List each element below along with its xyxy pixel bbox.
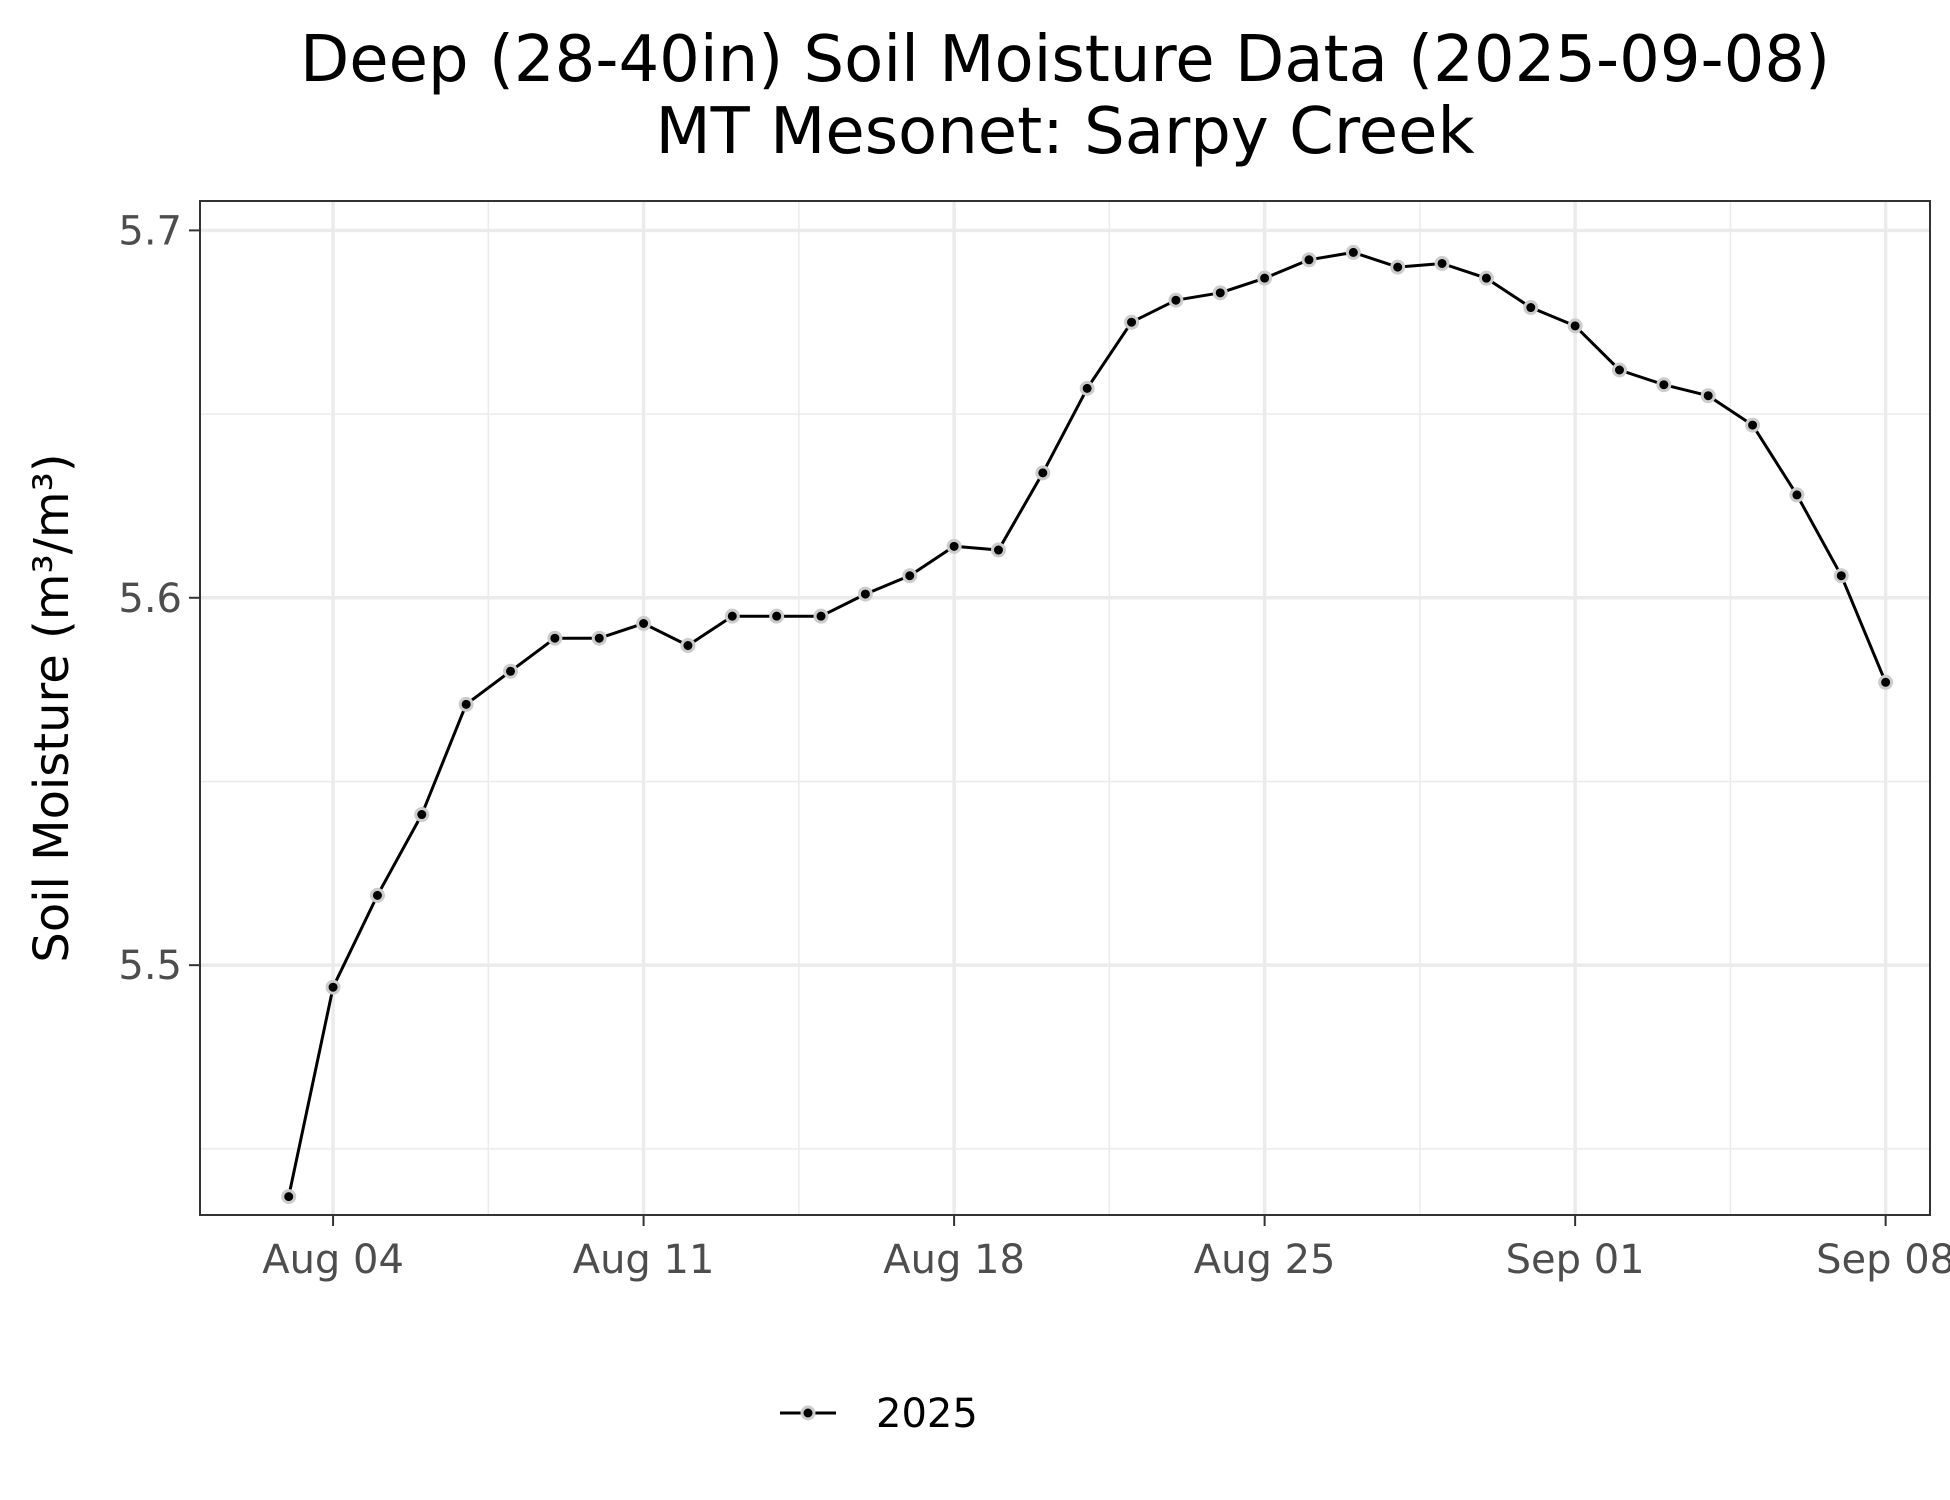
data-point bbox=[990, 542, 1006, 558]
data-point bbox=[1567, 318, 1583, 334]
data-point bbox=[724, 608, 740, 624]
data-point bbox=[636, 616, 652, 631]
data-point bbox=[591, 630, 607, 646]
data-point bbox=[1212, 285, 1228, 301]
data-point bbox=[1611, 362, 1627, 378]
data-point bbox=[769, 608, 785, 624]
minor-gridlines bbox=[200, 201, 1930, 1215]
data-point bbox=[1124, 314, 1140, 330]
data-point bbox=[680, 638, 696, 654]
data-point bbox=[547, 630, 563, 646]
x-tick-label: Sep 01 bbox=[1506, 1237, 1645, 1283]
major-gridlines bbox=[200, 201, 1930, 1215]
axes: Aug 04 Aug 11 Aug 18 Aug 25 Sep 01 Sep 08 5.5 5… bbox=[118, 208, 1950, 1283]
x-tick-label: Aug 25 bbox=[1194, 1237, 1336, 1283]
data-point bbox=[325, 979, 341, 995]
y-tick-label: 5.7 bbox=[118, 208, 182, 254]
legend-label: 2025 bbox=[876, 1391, 978, 1437]
plot-border bbox=[199, 200, 1931, 1216]
data-point bbox=[1789, 487, 1805, 503]
y-axis-label: Soil Moisture (m³/m³) bbox=[24, 453, 80, 962]
x-tick-label: Aug 18 bbox=[883, 1237, 1025, 1283]
data-point bbox=[1434, 255, 1450, 271]
data-point bbox=[1478, 270, 1494, 286]
plot-panel bbox=[200, 201, 1930, 1215]
data-point bbox=[1345, 244, 1361, 260]
data-point bbox=[1079, 380, 1095, 396]
x-tick-label: Sep 08 bbox=[1816, 1237, 1950, 1283]
data-point bbox=[902, 568, 918, 584]
legend-marker bbox=[800, 1405, 816, 1421]
data-point bbox=[281, 1189, 297, 1205]
data-point bbox=[1301, 252, 1317, 268]
data-point bbox=[369, 887, 385, 903]
data-point bbox=[1700, 388, 1716, 404]
chart-subtitle: MT Mesonet: Sarpy Creek bbox=[655, 95, 1475, 169]
data-point bbox=[1035, 465, 1051, 481]
data-point bbox=[1257, 270, 1273, 286]
data-point bbox=[857, 586, 873, 602]
data-point bbox=[1745, 417, 1761, 433]
y-tick-label: 5.6 bbox=[118, 576, 182, 622]
data-point bbox=[1168, 292, 1184, 308]
data-point bbox=[1878, 674, 1894, 690]
x-tick-label: Aug 04 bbox=[262, 1237, 404, 1283]
chart-title: Deep (28-40in) Soil Moisture Data (2025-… bbox=[299, 23, 1831, 97]
data-point bbox=[414, 807, 430, 823]
data-point bbox=[503, 663, 519, 679]
x-tick-label: Aug 11 bbox=[573, 1237, 715, 1283]
data-point bbox=[1390, 259, 1406, 275]
data-point bbox=[458, 696, 474, 712]
legend: 2025 bbox=[780, 1391, 978, 1437]
data-point bbox=[1523, 300, 1539, 316]
data-point bbox=[946, 538, 962, 554]
data-point bbox=[813, 608, 829, 624]
series-layer bbox=[281, 244, 1894, 1205]
y-tick-label: 5.5 bbox=[118, 943, 182, 989]
data-point bbox=[1656, 377, 1672, 393]
data-point bbox=[1833, 568, 1849, 584]
